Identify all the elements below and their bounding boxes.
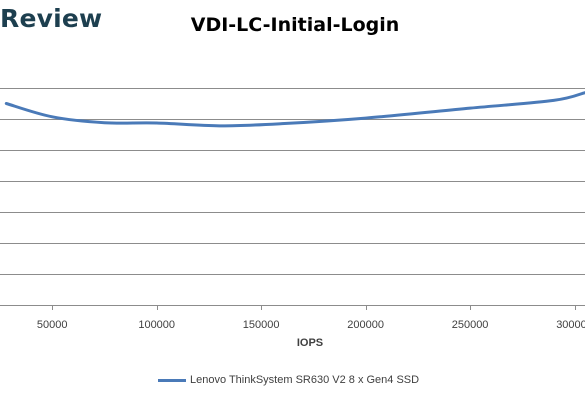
x-axis-label: IOPS bbox=[296, 337, 324, 349]
x-tick-label: 50000 bbox=[37, 319, 68, 331]
x-tick-label: 150000 bbox=[243, 319, 280, 331]
x-tick-label: 300000 bbox=[556, 319, 585, 331]
x-tick-label: 250000 bbox=[452, 319, 489, 331]
legend: Lenovo ThinkSystem SR630 V2 8 x Gen4 SSD bbox=[158, 374, 419, 386]
chart-title: VDI-LC-Initial-Login bbox=[190, 14, 400, 36]
legend-swatch bbox=[158, 378, 186, 382]
x-tick-label: 200000 bbox=[347, 319, 384, 331]
series-line bbox=[4, 91, 585, 128]
brand-logo: Review bbox=[0, 4, 103, 33]
x-tick-label: 100000 bbox=[138, 319, 175, 331]
legend-label: Lenovo ThinkSystem SR630 V2 8 x Gen4 SSD bbox=[190, 374, 420, 386]
